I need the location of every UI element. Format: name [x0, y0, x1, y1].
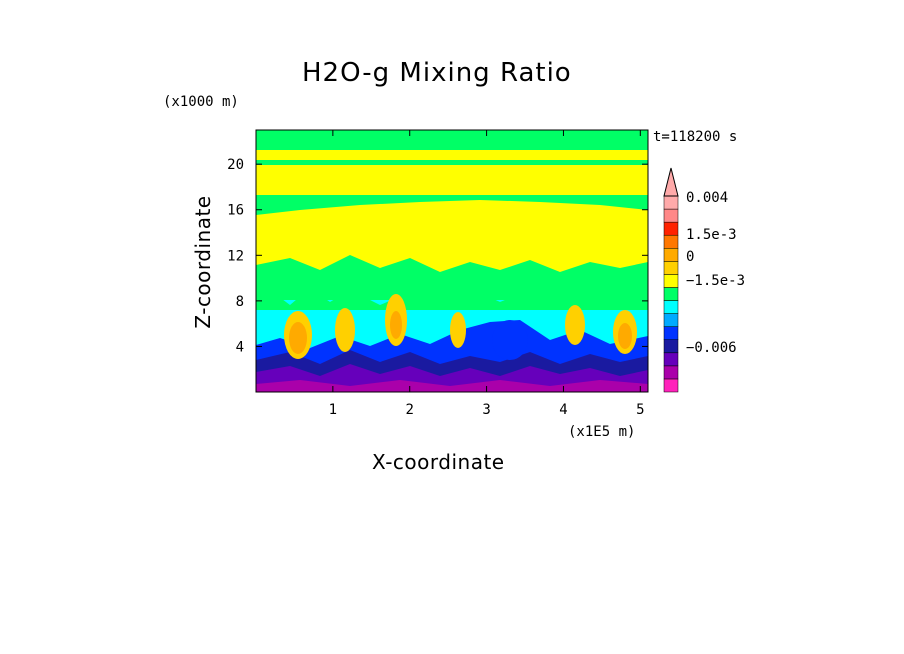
colorbar-segment: [663, 261, 679, 275]
core-2: [335, 308, 355, 352]
colorbar-tick-label: −0.006: [686, 340, 737, 356]
field-band-yellow-2: [256, 165, 648, 195]
core-4: [450, 312, 466, 348]
colorbar-segment: [663, 195, 679, 210]
core-5: [565, 305, 585, 345]
y-tick-label: 12: [227, 248, 244, 264]
time-label: t=118200 s: [653, 129, 738, 145]
colorbar-arrow: [663, 167, 679, 197]
colorbar-tick-label: −1.5e-3: [686, 273, 745, 289]
y-ticks: 4 8 12 16 20: [227, 157, 648, 355]
x-tick-label: 5: [636, 402, 644, 418]
x-tick-label: 3: [482, 402, 490, 418]
plot-frame: [255, 129, 649, 393]
colorbar-tick-label: 1.5e-3: [686, 227, 737, 243]
colorbar-segment: [663, 378, 679, 393]
x-axis-label: X-coordinate: [372, 450, 505, 474]
colorbar-segment: [663, 274, 679, 288]
x-tick-label: 2: [406, 402, 414, 418]
field-band-upper-yellow: [256, 150, 648, 160]
y-tick-label: 8: [236, 294, 244, 310]
colorbar-segment: [663, 339, 679, 354]
y-tick-label: 16: [227, 203, 244, 219]
field-band-green-plumes: [256, 255, 648, 300]
colorbar: 0.004 1.5e-3 0 −1.5e-3 −0.006: [663, 167, 745, 393]
colorbar-segment: [663, 221, 679, 236]
colorbar-segment: [663, 352, 679, 367]
field-band-purple: [256, 364, 648, 392]
colorbar-tick-label: 0: [686, 249, 694, 265]
colorbar-segment: [663, 313, 679, 327]
x-tick-label: 1: [329, 402, 337, 418]
core-6-inner: [618, 323, 632, 349]
y-units-label: (x1000 m): [163, 94, 239, 110]
colorbar-segment: [663, 208, 679, 223]
colorbar-segment: [663, 234, 679, 249]
field-wave-green: [256, 288, 648, 310]
colorbar-tick-label: 0.004: [686, 190, 728, 206]
core-3-inner: [390, 311, 402, 339]
colorbar-segment: [663, 300, 679, 314]
x-units-label: (x1E5 m): [568, 424, 636, 440]
colorbar-segment: [663, 287, 679, 301]
blue-core: [492, 320, 528, 360]
x-ticks: 1 2 3 4 5: [329, 130, 645, 418]
y-tick-label: 20: [227, 157, 244, 173]
y-tick-label: 4: [236, 339, 244, 355]
colorbar-segment: [663, 365, 679, 380]
colorbar-segment: [663, 326, 679, 340]
colorbar-segment: [663, 248, 679, 262]
x-tick-label: 4: [559, 402, 567, 418]
chart-title: H2O-g Mixing Ratio: [302, 58, 572, 88]
core-1-inner: [289, 322, 307, 354]
field-band-magenta: [256, 380, 648, 392]
contour-field: [256, 130, 648, 392]
